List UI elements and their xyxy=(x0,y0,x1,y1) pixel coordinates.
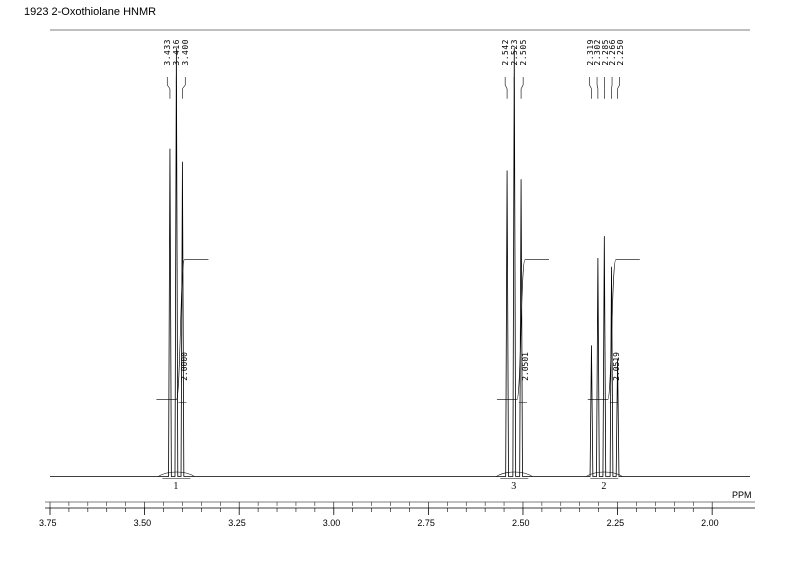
nmr-spectrum xyxy=(0,0,800,565)
multiplet-group-label: 3 xyxy=(511,481,516,492)
peak-ppm-label: 3.416 xyxy=(172,39,181,66)
peak-ppm-label: 2.505 xyxy=(519,39,528,66)
peak-ppm-label: 2.542 xyxy=(501,39,510,66)
xtick-label: 2.75 xyxy=(417,518,435,528)
xtick-label: 3.25 xyxy=(228,518,246,528)
peak-ppm-label: 3.433 xyxy=(163,39,172,66)
peak-ppm-label: 3.400 xyxy=(181,39,190,66)
integral-value-label: 2.0519 xyxy=(612,352,621,381)
peak-ppm-label: 2.250 xyxy=(616,39,625,66)
integral-value-label: 2.0000 xyxy=(180,352,189,381)
axis-unit-label: PPM xyxy=(732,490,752,500)
xtick-label: 2.25 xyxy=(607,518,625,528)
integral-value-label: 2.0501 xyxy=(521,352,530,381)
multiplet-group-label: 1 xyxy=(173,481,178,492)
multiplet-group-label: 2 xyxy=(601,481,606,492)
xtick-label: 3.75 xyxy=(39,518,57,528)
peak-ppm-label: 2.523 xyxy=(510,39,519,66)
xtick-label: 3.50 xyxy=(134,518,152,528)
xtick-label: 3.00 xyxy=(323,518,341,528)
xtick-label: 2.00 xyxy=(701,518,719,528)
xtick-label: 2.50 xyxy=(512,518,530,528)
